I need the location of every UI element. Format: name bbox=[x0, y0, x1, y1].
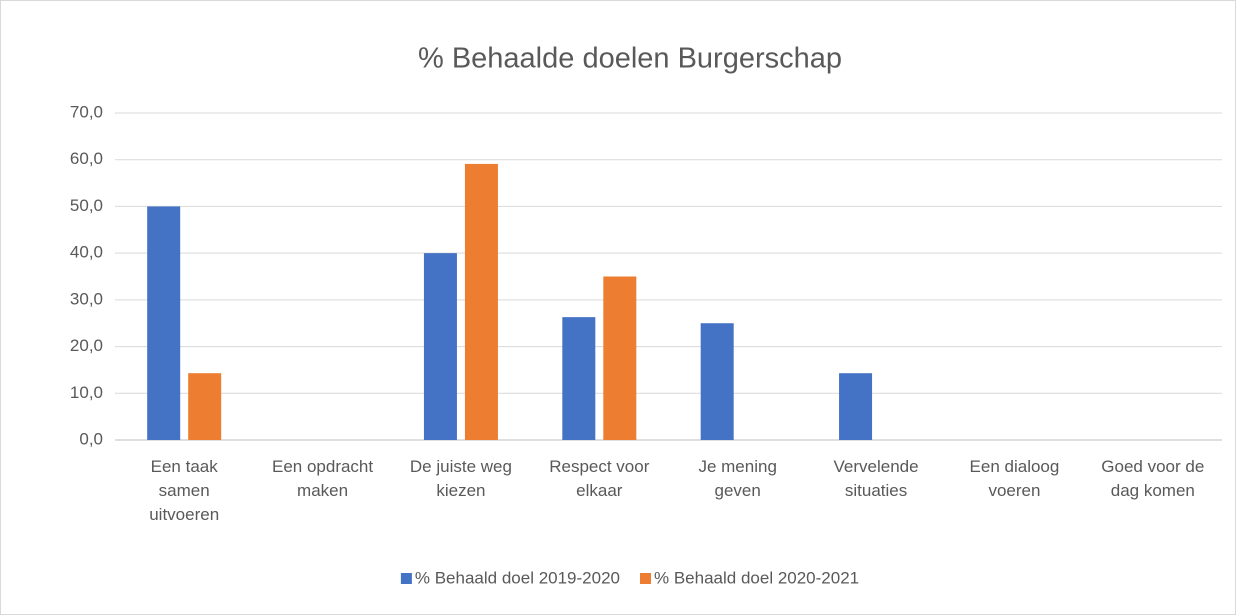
y-tick-label: 70,0 bbox=[70, 102, 103, 121]
legend-swatch bbox=[400, 573, 412, 584]
x-tick-label: Je mening geven bbox=[698, 457, 776, 500]
legend-swatch bbox=[640, 573, 651, 584]
chart-title: % Behaalde doelen Burgerschap bbox=[418, 43, 842, 75]
y-tick-label: 10,0 bbox=[70, 383, 103, 402]
legend-label: % Behaald doel 2020-2021 bbox=[654, 568, 859, 587]
x-tick-label: Een taak samen uitvoeren bbox=[149, 457, 219, 524]
bar bbox=[839, 373, 873, 440]
x-tick-label: Een dialoog voeren bbox=[970, 457, 1060, 500]
bar bbox=[603, 276, 637, 440]
x-tick-label: Respect voor elkaar bbox=[549, 457, 649, 500]
y-tick-label: 40,0 bbox=[70, 243, 103, 262]
legend-label: % Behaald doel 2019-2020 bbox=[415, 568, 620, 587]
y-tick-label: 0,0 bbox=[79, 429, 103, 448]
bar bbox=[423, 253, 457, 440]
bar bbox=[562, 317, 596, 440]
y-tick-label: 20,0 bbox=[70, 336, 103, 355]
y-tick-label: 30,0 bbox=[70, 289, 103, 308]
bar bbox=[700, 323, 734, 440]
y-tick-label: 50,0 bbox=[70, 196, 103, 215]
bar bbox=[188, 373, 222, 440]
x-tick-label: Een opdracht maken bbox=[272, 457, 373, 500]
x-tick-label: Vervelende situaties bbox=[834, 457, 919, 500]
x-tick-label: Goed voor de dag komen bbox=[1101, 457, 1204, 500]
x-tick-label: De juiste weg kiezen bbox=[410, 457, 512, 500]
legend: % Behaald doel 2019-2020 % Behaald doel 2… bbox=[400, 568, 859, 587]
bar bbox=[464, 163, 498, 440]
bar bbox=[147, 206, 181, 440]
y-tick-label: 60,0 bbox=[70, 149, 103, 168]
